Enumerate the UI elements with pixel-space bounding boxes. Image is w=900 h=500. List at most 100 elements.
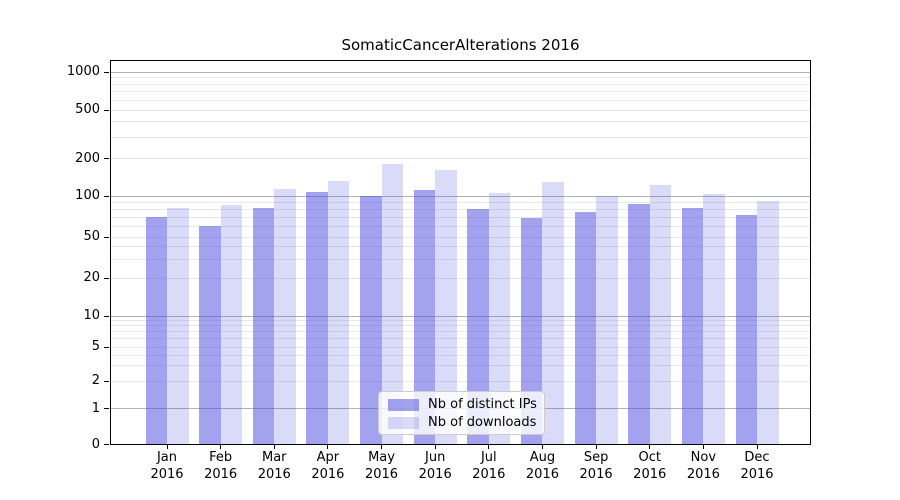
bar-downloads-aug [542,181,564,445]
x-tick-label-jun: Jun 2016 [418,450,452,482]
bar-downloads-jan [167,207,189,445]
x-tick-mark-may [381,445,383,449]
legend-swatch-distinct-ips [388,398,419,411]
y-tick-label-1: 1 [91,400,100,416]
bar-downloads-apr [327,180,350,445]
minor-gridline-5 [111,346,810,348]
x-tick-label-apr: Apr 2016 [311,450,345,482]
minor-gridline-700 [111,91,810,93]
minor-gridline-9 [111,320,810,322]
chart-title: SomaticCancerAlterations 2016 [341,36,580,54]
minor-gridline-6 [111,338,810,340]
y-tick-label-1000: 1000 [66,64,100,79]
minor-gridline-70 [111,216,810,218]
bar-distinct-ips-sep [574,212,597,445]
major-gridline-10 [111,315,810,317]
bar-distinct-ips-jun [413,189,436,445]
x-tick-mark-jan [166,445,168,449]
minor-gridline-800 [111,83,810,85]
y-tick-mark-20 [104,277,109,279]
bar-distinct-ips-apr [306,192,328,445]
y-tick-mark-500 [104,109,109,111]
bar-distinct-ips-oct [628,204,650,445]
minor-gridline-80 [111,208,810,210]
minor-gridline-90 [111,201,810,203]
bar-distinct-ips-jul [467,209,489,445]
minor-gridline-900 [111,77,810,79]
legend: Nb of distinct IPs Nb of downloads [378,391,545,435]
minor-gridline-3 [111,365,810,367]
bar-distinct-ips-nov [681,208,704,445]
y-tick-mark-5 [104,346,109,348]
legend-entry-downloads: Nb of downloads [388,415,537,430]
y-tick-mark-10 [104,315,109,317]
y-tick-label-100: 100 [75,188,100,203]
minor-gridline-400 [111,121,810,123]
y-tick-mark-50 [104,236,109,238]
x-tick-mark-jul [488,445,490,449]
y-tick-label-500: 500 [75,102,100,117]
minor-gridline-2 [111,380,810,382]
x-tick-label-feb: Feb 2016 [204,450,238,482]
minor-gridline-50 [111,236,810,238]
bar-distinct-ips-may [360,196,382,445]
bar-downloads-dec [757,200,779,445]
x-tick-mark-apr [327,445,329,449]
bar-downloads-nov [703,193,725,445]
legend-swatch-downloads [388,416,419,429]
x-tick-label-mar: Mar 2016 [257,450,291,482]
bar-distinct-ips-dec [735,214,757,445]
legend-label-distinct-ips: Nb of distinct IPs [428,397,537,412]
bar-downloads-oct [649,185,672,445]
minor-gridline-40 [111,246,810,248]
bar-downloads-may [381,164,404,445]
x-tick-mark-feb [220,445,222,449]
major-gridline-1000 [111,71,810,73]
x-tick-label-nov: Nov 2016 [686,450,720,482]
minor-gridline-60 [111,225,810,227]
minor-gridline-200 [111,158,810,159]
bar-downloads-feb [220,204,243,445]
x-tick-mark-oct [649,445,651,449]
y-tick-mark-2 [104,380,109,382]
x-tick-label-aug: Aug 2016 [525,450,559,482]
bar-distinct-ips-feb [199,226,221,445]
y-tick-label-20: 20 [83,270,100,285]
x-tick-label-dec: Dec 2016 [740,450,774,482]
bar-distinct-ips-jan [145,217,167,445]
y-tick-mark-1000 [104,71,109,73]
minor-gridline-20 [111,277,810,279]
x-tick-mark-mar [273,445,275,449]
y-tick-label-0: 0 [91,436,100,452]
bar-distinct-ips-aug [520,217,543,445]
x-tick-mark-nov [702,445,704,449]
y-tick-mark-200 [104,158,109,159]
minor-gridline-4 [111,354,810,356]
x-tick-mark-sep [595,445,597,449]
y-tick-mark-0 [104,444,109,445]
y-tick-label-200: 200 [75,150,100,166]
minor-gridline-300 [111,136,810,138]
legend-entry-distinct-ips: Nb of distinct IPs [388,397,537,412]
x-tick-mark-aug [541,445,543,449]
y-tick-label-2: 2 [91,373,100,388]
x-tick-label-jan: Jan 2016 [150,450,184,482]
bar-downloads-mar [274,189,296,445]
y-tick-mark-100 [104,195,109,197]
y-tick-label-5: 5 [91,339,100,354]
x-tick-label-oct: Oct 2016 [633,450,667,482]
legend-label-downloads: Nb of downloads [428,415,537,430]
minor-gridline-30 [111,259,810,261]
y-tick-label-10: 10 [83,308,100,323]
minor-gridline-8 [111,325,810,327]
minor-gridline-7 [111,331,810,333]
bar-downloads-jul [488,192,511,445]
major-gridline-100 [111,195,810,197]
x-tick-mark-jun [434,445,436,449]
x-tick-label-jul: Jul 2016 [472,450,506,482]
y-tick-label-50: 50 [83,229,100,244]
minor-gridline-500 [111,109,810,111]
